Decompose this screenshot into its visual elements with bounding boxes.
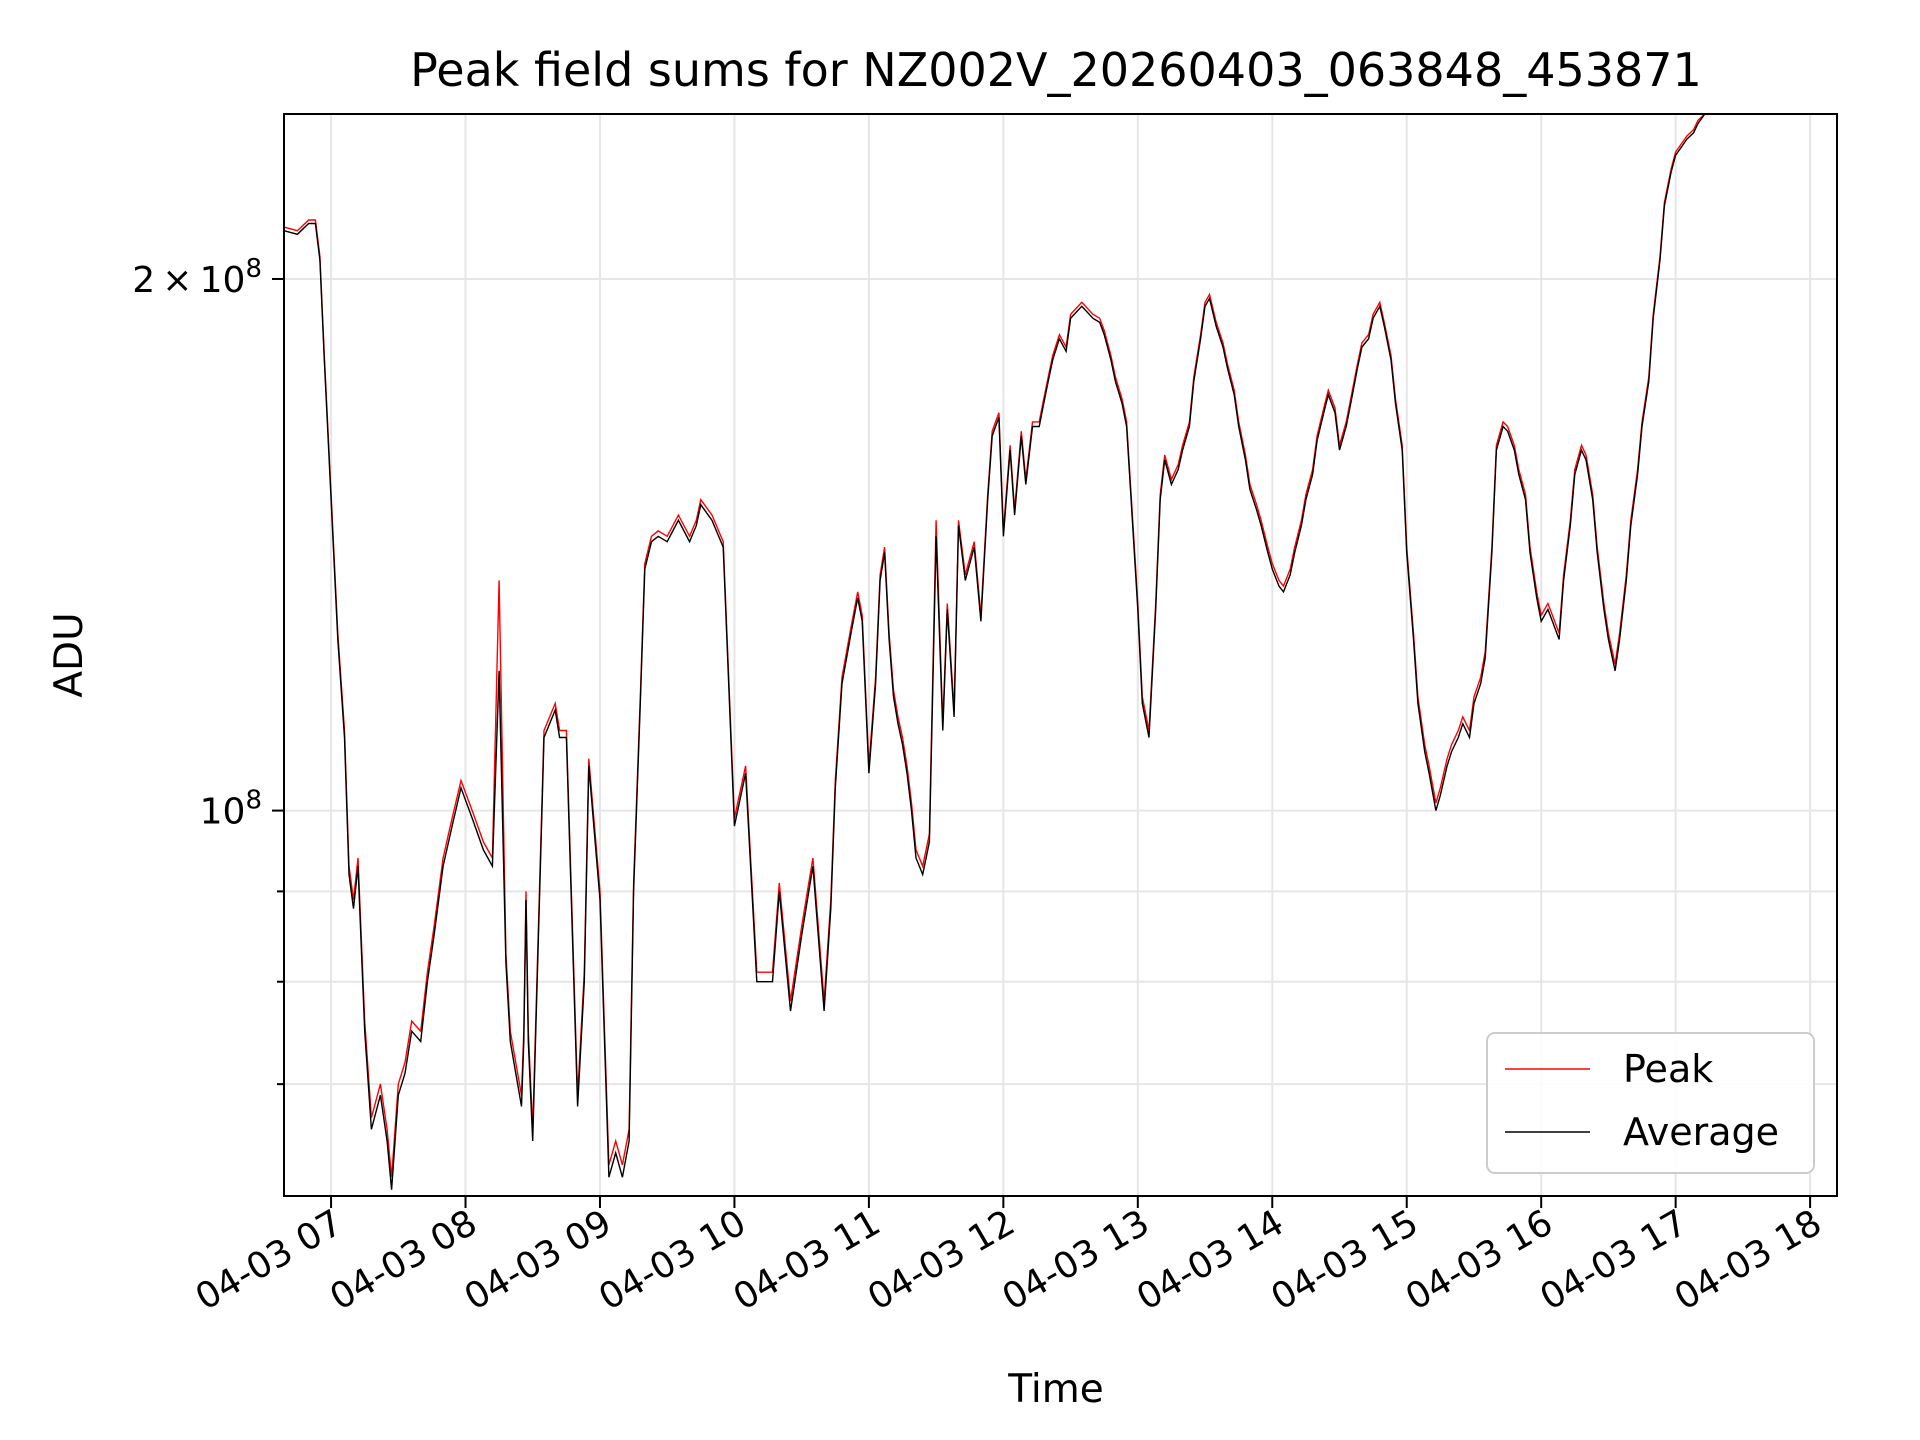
legend: Peak Average [1486, 1032, 1815, 1174]
chart-title: Peak field sums for NZ002V_20260403_0638… [410, 43, 1702, 97]
grid [284, 114, 1837, 1196]
y-axis-label: ADU [47, 612, 92, 697]
legend-average-label: Average [1623, 1110, 1779, 1154]
x-axis-label: Time [1007, 1367, 1103, 1412]
y-tick-label: 2 × 108 [132, 254, 262, 301]
y-tick-label: 108 [200, 786, 262, 833]
plot-frame [283, 113, 1838, 1197]
average-series-line [283, 113, 1706, 1190]
y-axis: 2 × 108 108 [132, 254, 284, 1086]
legend-peak-label: Peak [1623, 1047, 1713, 1091]
legend-box [1486, 1032, 1815, 1174]
plot-area [283, 113, 1706, 1190]
